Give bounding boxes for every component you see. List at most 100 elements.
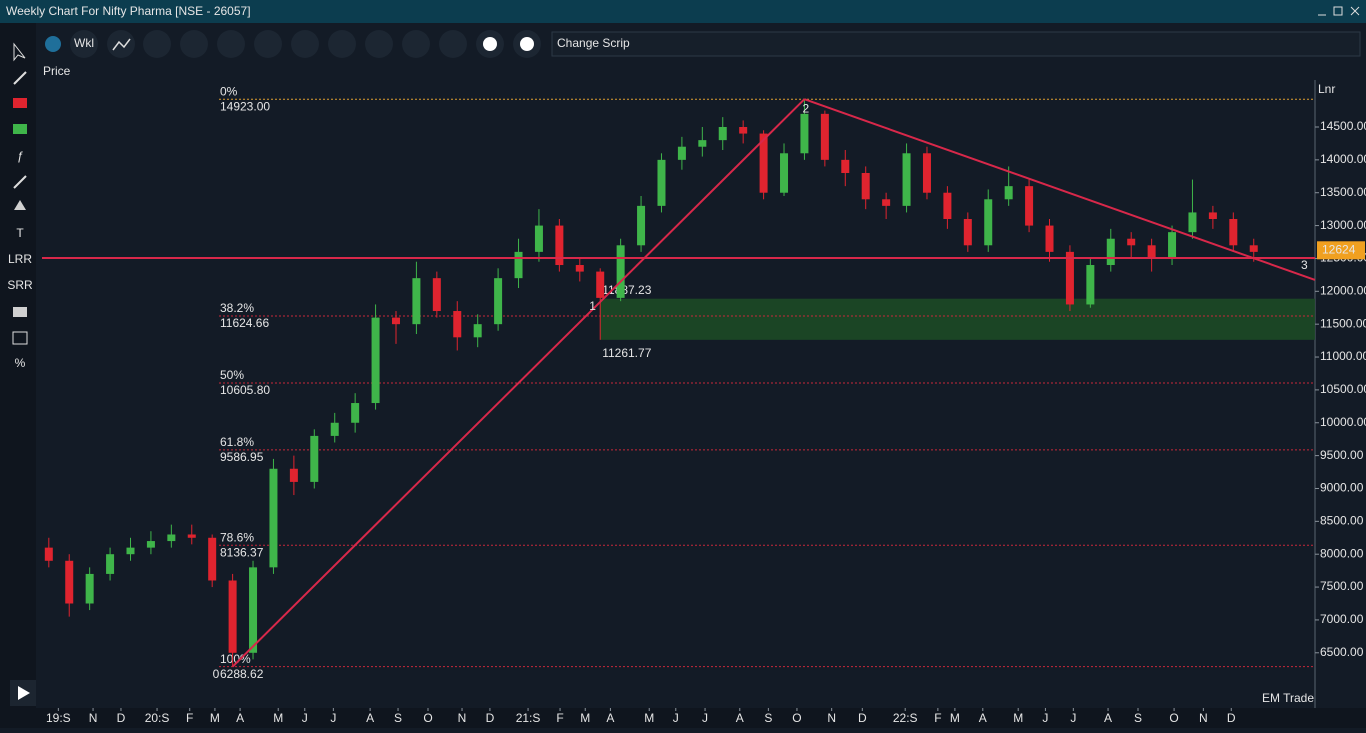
red-tool[interactable] [13,98,27,108]
candle-body [208,537,217,581]
tool-button[interactable] [365,30,393,58]
candle-body [1249,245,1258,252]
icon [112,38,131,51]
x-tick-label: O [792,711,801,725]
brush-tool[interactable] [13,175,27,189]
tool-button[interactable] [180,30,208,58]
x-tick-label: A [366,711,374,725]
candle-body [249,567,258,653]
candle-body [65,560,74,604]
tool-button[interactable] [291,30,319,58]
pointer-tool[interactable] [13,42,26,62]
candle-body [371,317,380,404]
demand-zone [600,298,1315,340]
search-placeholder[interactable]: Change Scrip [557,36,630,50]
tool-button[interactable] [402,30,430,58]
lrr-tool[interactable]: LRR [8,252,32,266]
green-tool[interactable] [13,124,27,134]
candle-body [1025,186,1034,226]
last-price-tag [1317,241,1365,260]
candle-body [473,324,482,338]
x-tick-label: O [423,711,432,725]
tool-button[interactable] [217,30,245,58]
y-tick-label: 8000.00 [1320,546,1364,560]
candle-body [984,199,993,246]
candle-body [1147,245,1156,259]
x-tick-label: 20:S [145,711,170,725]
point-label: 0 [213,667,220,681]
bars-tool[interactable] [12,331,28,345]
y-tick-label: 12000.00 [1320,283,1366,297]
x-tick-label: 19:S [46,711,71,725]
x-tick-label: N [1199,711,1208,725]
x-tick-label: F [556,711,563,725]
x-tick-label: N [458,711,467,725]
x-tick-label: O [1169,711,1178,725]
x-tick-label: A [606,711,614,725]
play-button[interactable] [18,686,30,700]
x-tick-label: A [979,711,987,725]
restore[interactable] [1333,6,1343,16]
tool-button[interactable] [254,30,282,58]
x-tick-label: M [210,711,220,725]
tool-button[interactable] [143,30,171,58]
shape-tool[interactable] [14,200,26,210]
candle-body [963,219,972,246]
back-button[interactable] [45,36,61,52]
candle-body [575,265,584,272]
close[interactable] [1350,6,1360,16]
tool-button[interactable] [328,30,356,58]
candle-body [780,153,789,193]
fib-percent: 38.2% [220,301,254,315]
x-tick-label: S [764,711,772,725]
timeframe-button[interactable] [70,30,98,58]
y-tick-label: 11000.00 [1320,349,1366,363]
sidebar-icons: ƒ T LRR SRR % [7,42,36,706]
y-tick-label: 6500.00 [1320,645,1364,659]
fib-percent: 78.6% [220,530,254,544]
x-tick-label: D [858,711,867,725]
timeframe[interactable]: Wkl [74,36,94,50]
window-title: Weekly Chart For Nifty Pharma [NSE - 260… [6,4,251,18]
line-tool[interactable] [13,71,27,85]
srr-tool[interactable]: SRR [7,278,33,292]
candle-body [391,317,400,325]
sidebar [0,23,36,728]
text-tool[interactable]: T [16,226,24,240]
panel-label: Price [43,64,71,78]
time-axis [36,708,1366,728]
trend-line [231,98,806,668]
image-tool[interactable] [13,307,27,317]
candle-body [861,173,870,200]
candle-body [514,251,523,279]
x-tick-label: 22:S [893,711,918,725]
candle-body [841,159,850,174]
candle-body [432,278,441,312]
candle-body [657,159,666,206]
x-tick-label: A [736,711,744,725]
candle-body [167,534,176,542]
x-tick-label: J [1070,711,1076,725]
candle-body [412,278,421,325]
percent-tool[interactable]: % [15,356,26,370]
candle-body [269,468,278,568]
zone-high-label: 11887.23 [602,283,651,297]
tool-button[interactable] [439,30,467,58]
candle-body [1065,251,1074,305]
x-tick-label: D [486,711,495,725]
candle-body [1168,232,1177,259]
search-box[interactable] [551,31,1361,57]
x-tick-label: S [1134,711,1142,725]
candle-body [677,146,686,160]
trend-line [804,98,1316,281]
candle-body [1086,265,1095,305]
window-controls[interactable] [1318,6,1360,16]
candle-body [453,311,462,338]
zone-low-label: 11261.77 [602,346,651,360]
fib-price: 6288.62 [220,667,264,681]
function-tool[interactable]: ƒ [17,149,24,163]
fib-price: 14923.00 [220,99,270,113]
candle-body [289,468,298,482]
candle-body [1208,212,1217,220]
